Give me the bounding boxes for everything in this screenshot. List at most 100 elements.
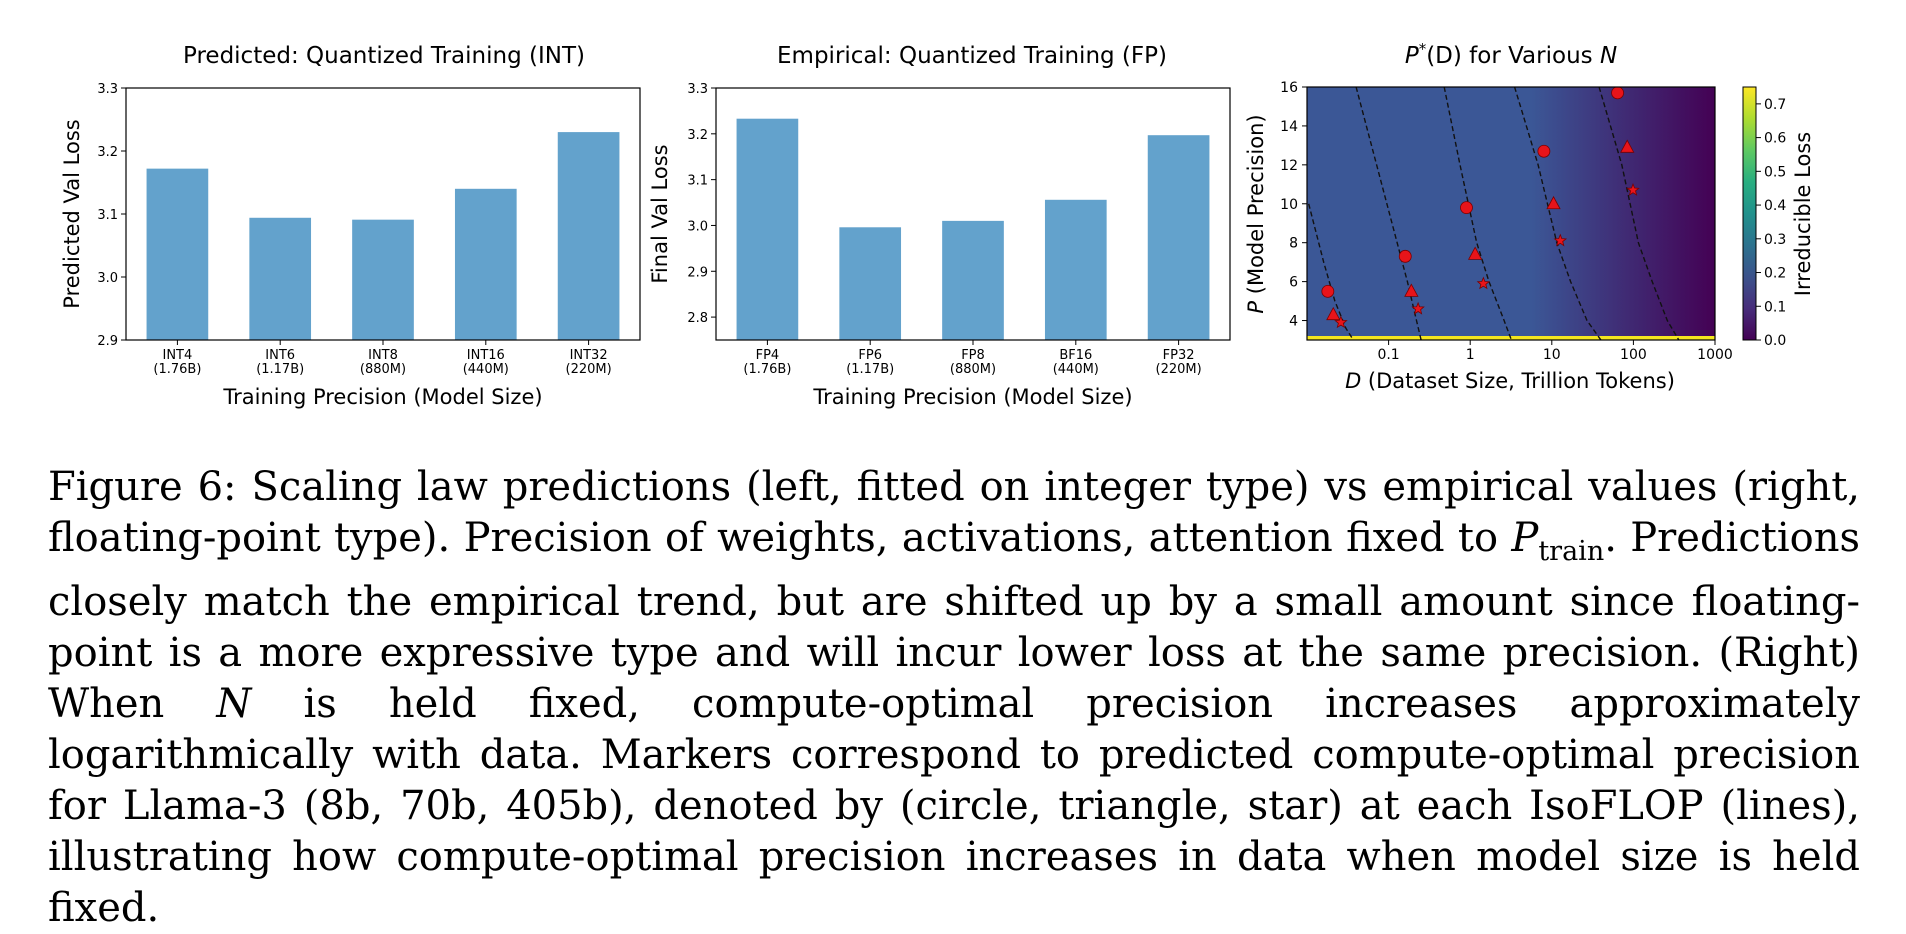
y-tick-label: 10 (1280, 197, 1298, 213)
bar (557, 132, 620, 340)
chart1-title: Predicted: Quantized Training (INT) (183, 43, 585, 69)
caption-symbol-n: N (216, 681, 252, 727)
x-tick-label: INT32 (570, 348, 608, 363)
colorbar-tick-label: 0.5 (1764, 164, 1786, 180)
x-tick-label: 10 (1543, 347, 1561, 363)
caption-text-middle: . Predictions closely match the empirica… (48, 515, 1860, 727)
chart-empirical-fp: Empirical: Quantized Training (FP) 2.8 2.… (648, 43, 1231, 409)
y-tick-label: 2.9 (687, 265, 708, 280)
triangle-marker (1467, 246, 1483, 260)
x-tick-sublabel: (1.17B) (256, 362, 304, 377)
y-tick-label: 3.0 (97, 271, 118, 286)
chart2-frame (715, 87, 1231, 341)
y-tick-label: 3.1 (97, 208, 118, 223)
chart1-ylabel: Predicted Val Loss (60, 119, 84, 308)
bar (352, 219, 414, 340)
triangle-marker (1404, 283, 1419, 297)
bar (736, 118, 799, 340)
chart2-ylabel: Final Val Loss (648, 144, 672, 283)
chart-optimal-precision: P*(D) for Various N 4 6 8 10 12 14 16 0.1 1 10 10… (1244, 40, 1815, 393)
x-tick-sublabel: (1.76B) (153, 362, 201, 377)
colorbar-tick-label: 0.3 (1764, 232, 1786, 248)
caption-symbol-p: P (1511, 515, 1539, 561)
colorbar-tick-label: 0.7 (1764, 97, 1786, 113)
chart3-title: P*(D) for Various N (1405, 40, 1617, 69)
circle-marker (1398, 249, 1412, 263)
star-marker (1553, 233, 1568, 247)
x-tick-label: 1 (1466, 347, 1475, 363)
x-tick-label: BF16 (1059, 348, 1092, 363)
figure-panels: Predicted: Quantized Training (INT) 2.9 3… (60, 40, 1815, 409)
x-tick-sublabel: (440M) (1053, 362, 1099, 377)
colorbar-tick-label: 0.2 (1764, 266, 1786, 282)
caption-label: Figure 6: (48, 464, 237, 510)
caption-text-after: is held fixed, compute-optimal precision… (48, 681, 1861, 931)
isoflop-line (1355, 87, 1422, 340)
x-tick-label: FP4 (756, 348, 780, 363)
bar (942, 220, 1004, 340)
bar (839, 227, 902, 340)
bar (146, 168, 209, 340)
y-tick-label: 3.3 (97, 82, 118, 97)
x-tick-label: INT8 (368, 348, 398, 363)
y-tick-label: 12 (1280, 158, 1298, 174)
x-tick-label: 1000 (1697, 347, 1733, 363)
chart1-xlabel: Training Precision (Model Size) (222, 385, 542, 409)
y-tick-label: 8 (1289, 236, 1298, 252)
x-tick-sublabel: (220M) (566, 362, 612, 377)
x-tick-sublabel: (1.76B) (743, 362, 791, 377)
y-tick-label: 4 (1289, 314, 1298, 330)
colorbar-tick-label: 0.0 (1764, 333, 1786, 349)
y-tick-label: 3.3 (687, 82, 708, 97)
y-tick-label: 14 (1280, 119, 1298, 135)
chart-predicted-int: Predicted: Quantized Training (INT) 2.9 3… (60, 43, 641, 409)
bar (249, 217, 312, 340)
colorbar (1742, 86, 1757, 341)
chart3-frame (1306, 86, 1716, 341)
colorbar-tick-label: 0.1 (1764, 299, 1786, 315)
chart3-ylabel: P (Model Precision) (1244, 114, 1268, 313)
circle-marker (1611, 86, 1624, 100)
isoflop-line (1513, 87, 1602, 340)
x-tick-sublabel: (880M) (950, 362, 996, 377)
x-tick-label: FP6 (858, 348, 882, 363)
y-tick-label: 3.1 (687, 174, 708, 189)
y-tick-label: 3.2 (687, 128, 708, 143)
triangle-marker (1326, 306, 1341, 321)
star-marker (1334, 315, 1348, 329)
colorbar-label: Irreducible Loss (1791, 132, 1815, 296)
x-tick-sublabel: (1.17B) (846, 362, 894, 377)
y-tick-label: 16 (1280, 80, 1298, 96)
isoflop-line (1308, 203, 1354, 340)
triangle-marker (1546, 195, 1561, 210)
x-tick-label: FP32 (1163, 348, 1195, 363)
x-tick-label: 0.1 (1377, 347, 1399, 363)
y-tick-label: 3.2 (97, 145, 118, 160)
x-tick-label: INT16 (467, 348, 505, 363)
star-marker (1411, 301, 1425, 315)
bar (1044, 199, 1107, 340)
star-marker (1626, 183, 1640, 196)
y-tick-label: 2.8 (687, 311, 708, 326)
x-tick-sublabel: (880M) (360, 362, 406, 377)
isoflop-line (1598, 87, 1680, 340)
colorbar-tick-label: 0.6 (1764, 131, 1786, 147)
caption-text-before: Scaling law predictions (left, fitted on… (48, 464, 1861, 561)
bar (1147, 135, 1210, 340)
isoflop-line (1443, 87, 1513, 340)
y-tick-label: 3.0 (687, 219, 708, 234)
x-tick-label: INT6 (265, 348, 295, 363)
x-tick-sublabel: (440M) (463, 362, 509, 377)
x-tick-label: INT4 (163, 348, 193, 363)
figure-caption: Figure 6: Scaling law predictions (left,… (48, 462, 1860, 934)
colorbar-tick-label: 0.4 (1764, 198, 1786, 214)
x-tick-label: 100 (1620, 347, 1647, 363)
y-tick-label: 2.9 (97, 334, 118, 349)
y-tick-label: 6 (1289, 275, 1298, 291)
circle-marker (1537, 144, 1551, 158)
caption-symbol-sub: train (1538, 536, 1605, 567)
star-marker (1476, 276, 1491, 290)
heatmap-background (1307, 87, 1715, 340)
circle-marker (1460, 201, 1473, 215)
x-tick-sublabel: (220M) (1156, 362, 1202, 377)
